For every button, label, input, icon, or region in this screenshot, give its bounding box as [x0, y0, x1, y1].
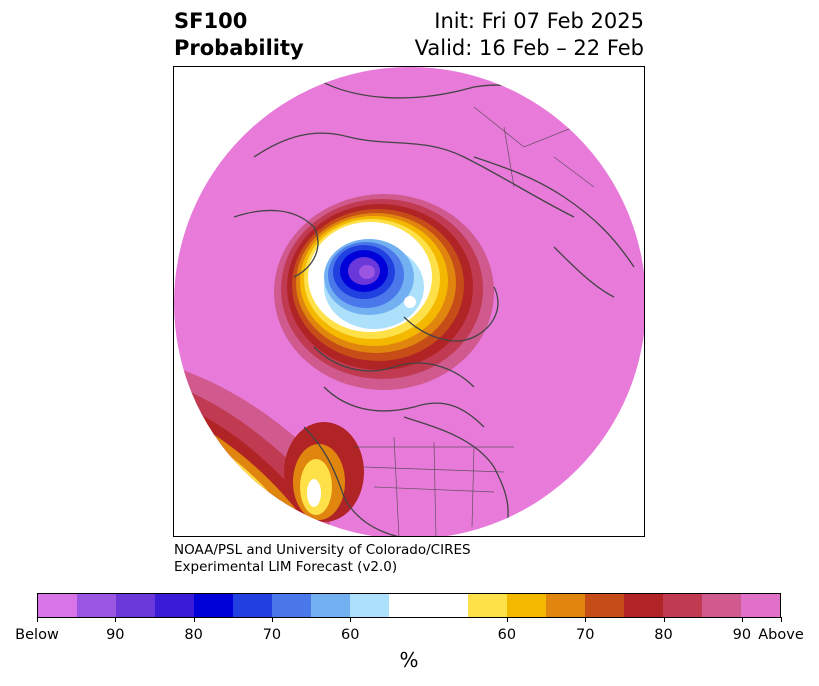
colorbar-segment	[662, 594, 702, 617]
colorbar-tick-mark	[506, 617, 508, 622]
colorbar-tick-label: 70	[575, 627, 595, 643]
western-us-anomaly	[284, 422, 364, 522]
colorbar-tick-mark	[350, 617, 352, 622]
colorbar-tick-label: 80	[184, 627, 203, 643]
colorbar-tick-mark	[663, 617, 665, 622]
colorbar-unit: %	[399, 648, 419, 672]
colorbar-tick-mark	[741, 617, 743, 622]
colorbar-tick-label: Above	[758, 627, 804, 643]
colorbar-segment	[701, 594, 741, 617]
borders	[354, 106, 595, 536]
colorbar-segment	[350, 594, 390, 617]
credit-line-2: Experimental LIM Forecast (v2.0)	[174, 559, 398, 575]
colorbar	[37, 593, 781, 618]
colorbar-segment	[506, 594, 546, 617]
colorbar-segment	[545, 594, 585, 617]
map-title: SF100 Probability	[174, 8, 304, 62]
credit-line-1: NOAA/PSL and University of Colorado/CIRE…	[174, 542, 471, 558]
colorbar-segment	[740, 594, 780, 617]
colorbar-tick-label: Below	[15, 627, 59, 643]
north-pole-marker	[404, 296, 416, 308]
field-label: Probability	[174, 36, 304, 60]
colorbar-tick-label: 80	[654, 627, 673, 643]
product-label: SF100	[174, 9, 248, 33]
colorbar-tick-label: 70	[262, 627, 282, 643]
colorbar-segment	[272, 594, 312, 617]
colorbar-tick-mark	[271, 617, 273, 622]
colorbar-tick-label: 60	[497, 627, 517, 643]
probability-map	[174, 67, 644, 536]
credit-block: NOAA/PSL and University of Colorado/CIRE…	[174, 542, 471, 576]
coastlines	[233, 76, 635, 536]
colorbar-tick-mark	[115, 617, 117, 622]
colorbar-tick-mark	[193, 617, 195, 622]
colorbar-tick-mark	[585, 617, 587, 622]
colorbar-tick-label: 90	[106, 627, 125, 643]
colorbar-segment	[77, 594, 117, 617]
init-date: Init: Fri 07 Feb 2025	[434, 9, 644, 33]
colorbar-tick-mark	[37, 617, 38, 622]
colorbar-segment	[38, 594, 78, 617]
colorbar-segment	[311, 594, 351, 617]
colorbar-segment	[623, 594, 663, 617]
valid-range: Valid: 16 Feb – 22 Feb	[414, 36, 644, 60]
colorbar-segment	[584, 594, 624, 617]
map-dates: Init: Fri 07 Feb 2025 Valid: 16 Feb – 22…	[415, 8, 644, 62]
colorbar-segment	[155, 594, 195, 617]
colorbar-tick-label: 60	[341, 627, 360, 643]
map-panel	[173, 66, 645, 537]
colorbar-segment	[116, 594, 156, 617]
colorbar-segment	[467, 594, 507, 617]
colorbar-segment	[233, 594, 273, 617]
colorbar-segment	[194, 594, 234, 617]
colorbar-segment	[389, 594, 468, 617]
colorbar-tick-mark	[781, 617, 782, 622]
colorbar-tick-label: 90	[732, 627, 752, 643]
arctic-anomaly	[274, 194, 494, 390]
